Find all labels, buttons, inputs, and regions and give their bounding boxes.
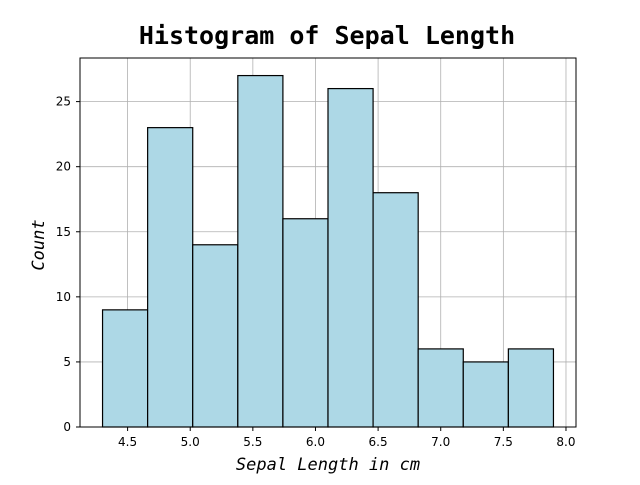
- y-tick-label: 20: [56, 160, 71, 174]
- y-axis-label: Count: [29, 219, 49, 270]
- x-tick-label: 4.5: [118, 435, 137, 449]
- x-tick-label: 6.5: [369, 435, 388, 449]
- x-tick-label: 8.0: [556, 435, 575, 449]
- histogram-bar: [508, 349, 553, 427]
- histogram-bar: [238, 76, 283, 427]
- x-tick-label: 7.5: [494, 435, 513, 449]
- histogram-bar: [283, 219, 328, 427]
- x-tick-label: 7.0: [431, 435, 450, 449]
- histogram-bar: [328, 89, 373, 427]
- y-tick-label: 0: [63, 420, 71, 434]
- chart-title: Histogram of Sepal Length: [139, 21, 515, 50]
- y-tick-label: 25: [56, 95, 71, 109]
- histogram-bar: [373, 193, 418, 427]
- x-tick-label: 6.0: [306, 435, 325, 449]
- histogram-bar: [103, 310, 148, 427]
- y-tick-label: 15: [56, 225, 71, 239]
- histogram-bar: [418, 349, 463, 427]
- histogram-bar: [463, 362, 508, 427]
- y-tick-label: 5: [63, 355, 71, 369]
- histogram-bar: [193, 245, 238, 427]
- x-axis-label: Sepal Length in cm: [236, 455, 420, 475]
- histogram-bar: [148, 128, 193, 427]
- x-tick-label: 5.5: [243, 435, 262, 449]
- x-tick-label: 5.0: [181, 435, 200, 449]
- y-tick-label: 10: [56, 290, 71, 304]
